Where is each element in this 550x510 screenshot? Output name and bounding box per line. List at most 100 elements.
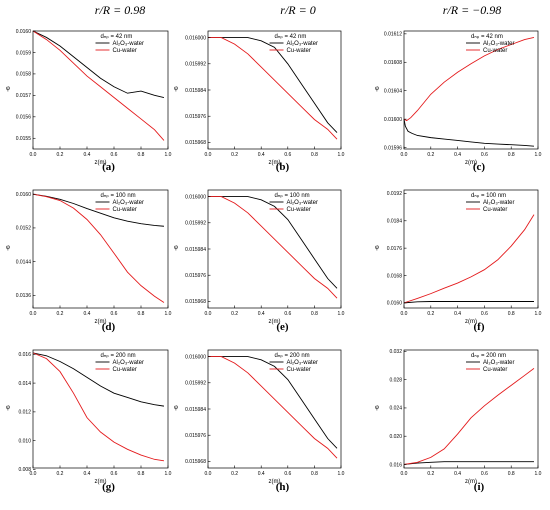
y-tick-label: 0.016 bbox=[389, 462, 402, 468]
legend-entry: Al₂O₃-water bbox=[287, 360, 318, 366]
legend-title: dₙₚ = 42 nm bbox=[471, 34, 503, 40]
panel-label: (e) bbox=[276, 321, 289, 333]
series-line-cu bbox=[32, 30, 165, 141]
y-tick-label: 0.0160 bbox=[16, 29, 32, 35]
x-tick-label: 0.2 bbox=[57, 311, 64, 317]
y-tick-label: 0.01600 bbox=[384, 117, 402, 123]
x-tick-label: 0.0 bbox=[30, 311, 37, 317]
y-tick-label: 0.015992 bbox=[185, 381, 206, 387]
y-tick-label: 0.01596 bbox=[384, 145, 402, 151]
legend-entry: Cu-water bbox=[113, 367, 137, 373]
legend-title: dₙₚ = 42 nm bbox=[275, 34, 307, 40]
y-tick-label: 0.0160 bbox=[16, 192, 32, 198]
y-tick-label: 0.0144 bbox=[16, 259, 32, 265]
x-tick-label: 0.2 bbox=[427, 471, 434, 477]
x-tick-label: 1.0 bbox=[535, 152, 542, 158]
y-axis-label: φ bbox=[375, 245, 379, 251]
y-tick-label: 0.015976 bbox=[185, 433, 206, 439]
y-tick-label: 0.0159 bbox=[16, 50, 32, 56]
plot-frame bbox=[403, 30, 539, 150]
x-axis-label: z(m) bbox=[269, 479, 281, 485]
x-tick-label: 0.4 bbox=[454, 471, 461, 477]
y-tick-label: 0.0176 bbox=[387, 246, 403, 252]
y-tick-label: 0.01604 bbox=[384, 89, 402, 95]
series-line-al2o3 bbox=[403, 461, 534, 465]
x-tick-label: 1.0 bbox=[338, 152, 345, 158]
x-tick-label: 0.2 bbox=[231, 471, 238, 477]
column-header-1: r/R = 0.98 bbox=[94, 3, 146, 17]
x-tick-label: 0.0 bbox=[401, 311, 408, 317]
x-tick-label: 0.2 bbox=[57, 471, 64, 477]
y-axis-label: φ bbox=[174, 245, 178, 251]
panel-label: (c) bbox=[473, 161, 486, 173]
x-tick-label: 0.2 bbox=[231, 311, 238, 317]
y-tick-label: 0.01608 bbox=[384, 60, 402, 66]
x-tick-label: 0.6 bbox=[111, 311, 118, 317]
panel-d: 0.0 0.2 0.4 0.6 0.8 1.0 0.0136 0.0144 0.0152 0.01… bbox=[6, 189, 172, 333]
y-tick-label: 0.01612 bbox=[384, 32, 402, 38]
y-axis-label: φ bbox=[6, 405, 10, 411]
series-line-cu bbox=[208, 37, 338, 140]
plot-frame bbox=[32, 349, 169, 469]
x-tick-label: 0.0 bbox=[30, 152, 37, 158]
x-tick-label: 1.0 bbox=[165, 152, 172, 158]
panel-label: (d) bbox=[102, 321, 116, 333]
y-tick-label: 0.015976 bbox=[185, 273, 206, 279]
panel-label: (g) bbox=[102, 481, 115, 493]
y-tick-label: 0.016000 bbox=[185, 354, 206, 360]
panel-h: 0.0 0.2 0.4 0.6 0.8 1.0 0.015968 0.015976 0.0159… bbox=[174, 349, 345, 493]
x-tick-label: 0.0 bbox=[205, 311, 212, 317]
legend-entry: Cu-water bbox=[287, 207, 311, 213]
x-tick-label: 1.0 bbox=[338, 311, 345, 317]
panel-a: 0.0 0.2 0.4 0.6 0.8 1.0 0.0155 0.0156 0.0157 0.01… bbox=[6, 29, 172, 173]
x-axis-label: z(m) bbox=[95, 319, 107, 325]
x-axis-label: z(m) bbox=[465, 479, 477, 485]
y-tick-label: 0.015992 bbox=[185, 62, 206, 68]
x-tick-label: 0.4 bbox=[258, 471, 265, 477]
y-tick-label: 0.015968 bbox=[185, 140, 206, 146]
y-axis-label: φ bbox=[174, 405, 178, 411]
x-tick-label: 0.4 bbox=[258, 152, 265, 158]
legend-entry: Cu-water bbox=[113, 207, 137, 213]
x-tick-label: 0.6 bbox=[284, 311, 291, 317]
x-tick-label: 0.0 bbox=[30, 471, 37, 477]
series-line-cu bbox=[403, 368, 535, 465]
x-tick-label: 0.6 bbox=[284, 471, 291, 477]
panel-f: 0.0 0.2 0.4 0.6 0.8 1.0 0.0160 0.0168 0.0176 0.01… bbox=[375, 189, 542, 333]
x-tick-label: 1.0 bbox=[165, 311, 172, 317]
y-tick-label: 0.012 bbox=[18, 410, 31, 416]
series-line-al2o3 bbox=[403, 301, 534, 304]
panel-b: 0.0 0.2 0.4 0.6 0.8 1.0 0.015968 0.015976 0.0159… bbox=[174, 30, 345, 173]
series-line-cu bbox=[208, 196, 338, 299]
x-tick-label: 0.8 bbox=[311, 471, 318, 477]
legend-entry: Al₂O₃-water bbox=[287, 41, 318, 47]
y-tick-label: 0.015984 bbox=[185, 88, 206, 94]
series-line-cu bbox=[32, 193, 165, 303]
x-tick-label: 0.8 bbox=[311, 152, 318, 158]
y-tick-label: 0.028 bbox=[389, 377, 402, 383]
y-tick-label: 0.0168 bbox=[387, 273, 403, 279]
x-tick-label: 0.4 bbox=[84, 152, 91, 158]
x-tick-label: 0.8 bbox=[138, 152, 145, 158]
panel-e: 0.0 0.2 0.4 0.6 0.8 1.0 0.015968 0.015976 0.0159… bbox=[174, 189, 345, 333]
x-axis-label: z(m) bbox=[95, 479, 107, 485]
y-tick-label: 0.015976 bbox=[185, 114, 206, 120]
series-line-al2o3 bbox=[32, 30, 165, 98]
x-tick-label: 0.2 bbox=[57, 152, 64, 158]
x-tick-label: 0.2 bbox=[427, 152, 434, 158]
x-axis-label: z(m) bbox=[269, 160, 281, 166]
legend-entry: Cu-water bbox=[483, 367, 507, 373]
y-tick-label: 0.024 bbox=[389, 406, 402, 412]
x-tick-label: 0.2 bbox=[427, 311, 434, 317]
series-line-cu bbox=[403, 214, 535, 304]
x-tick-label: 0.8 bbox=[508, 152, 515, 158]
y-tick-label: 0.0184 bbox=[387, 219, 403, 225]
plot-frame bbox=[403, 189, 539, 309]
x-axis-label: z(m) bbox=[465, 160, 477, 166]
legend-entry: Al₂O₃-water bbox=[113, 360, 144, 366]
y-tick-label: 0.0156 bbox=[16, 115, 32, 121]
x-tick-label: 0.4 bbox=[454, 311, 461, 317]
legend-entry: Cu-water bbox=[483, 48, 507, 54]
y-axis-label: φ bbox=[6, 245, 10, 251]
